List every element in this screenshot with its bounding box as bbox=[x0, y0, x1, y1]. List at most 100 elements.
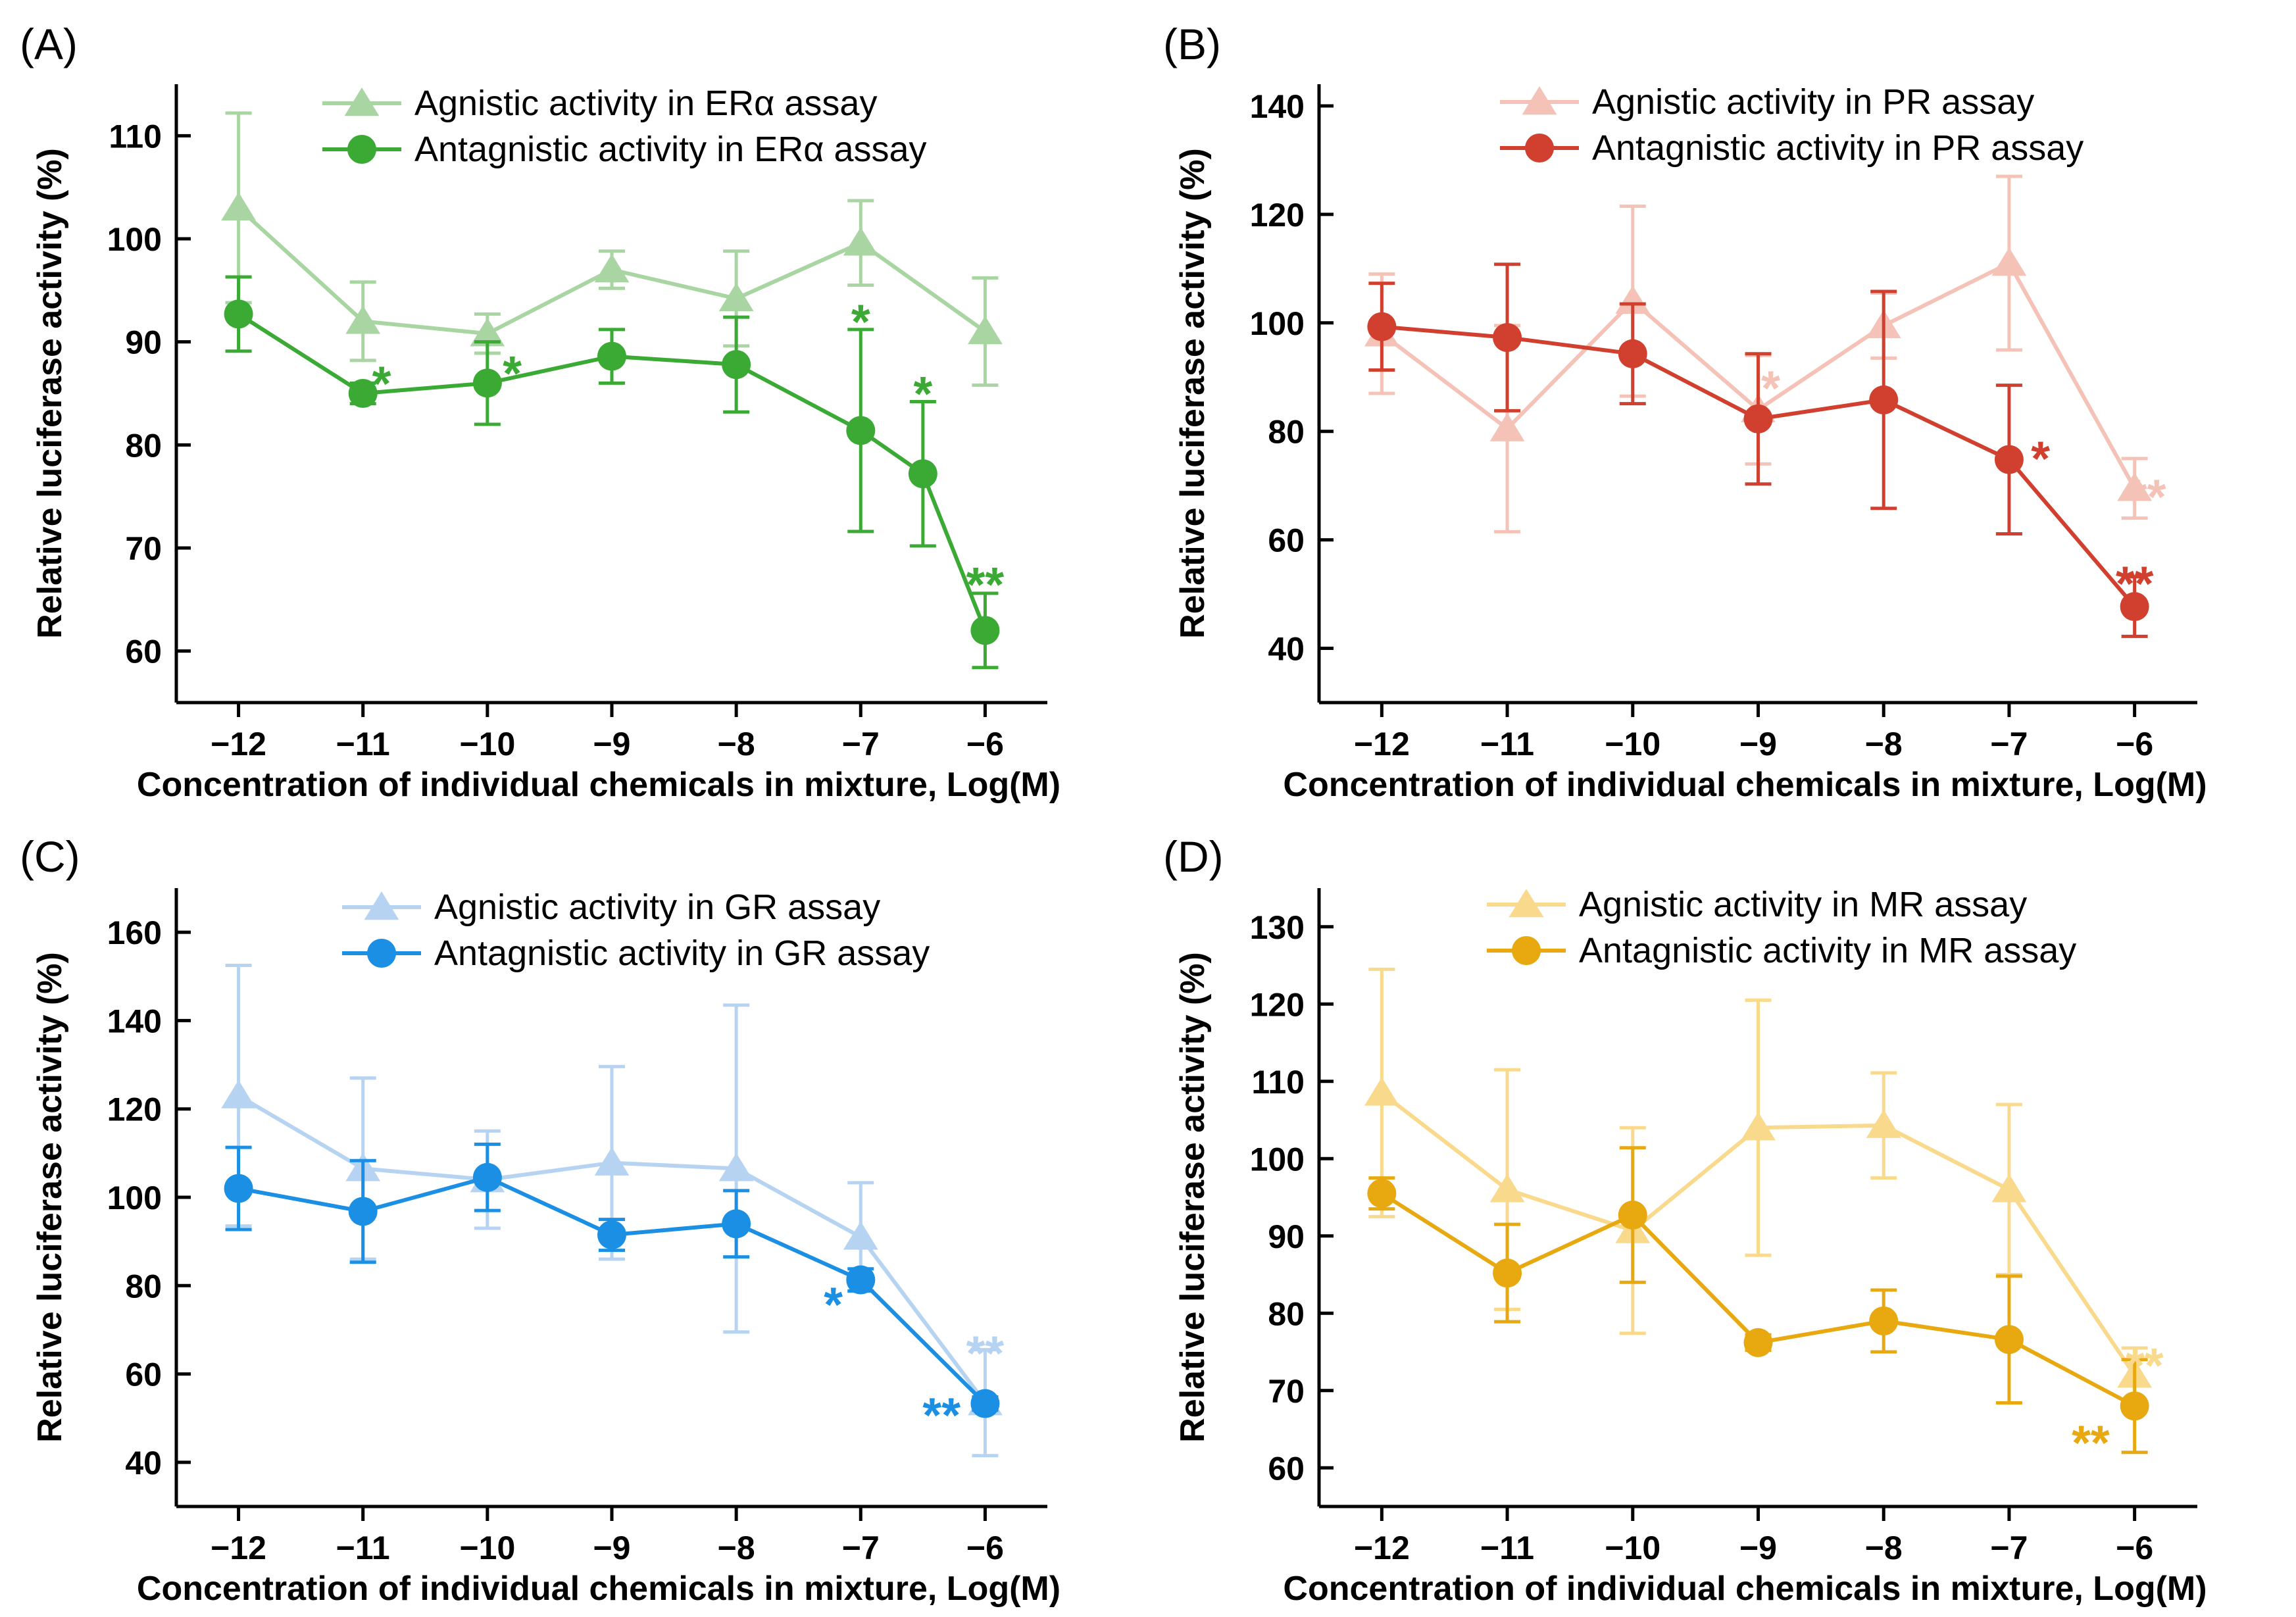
panel-b-antagonist-point bbox=[2120, 592, 2149, 622]
panel-a-significance-marker: * bbox=[913, 366, 932, 421]
panel-c-y-tick-label: 100 bbox=[107, 1180, 162, 1216]
panel-c-significance-marker: * bbox=[824, 1277, 843, 1331]
panel-a-x-tick-label: −9 bbox=[593, 726, 630, 762]
panel-c-y-tick-label: 120 bbox=[107, 1091, 162, 1128]
panel-d-agonist-point bbox=[1364, 1077, 1399, 1106]
panel-c-significance-marker: ** bbox=[966, 1326, 1005, 1380]
panel-a-x-tick-label: −7 bbox=[842, 726, 880, 762]
panel-c-y-tick-label: 40 bbox=[125, 1445, 162, 1481]
panel-a-y-axis-title: Relative luciferase activity (%) bbox=[31, 148, 69, 639]
panel-b-antagonist-point bbox=[1367, 312, 1397, 341]
panel-c-label: (C) bbox=[20, 832, 80, 881]
panel-a-legend-label-antagonist: Antagnistic activity in ERα assay bbox=[414, 130, 927, 169]
panel-c-x-tick-label: −7 bbox=[842, 1530, 880, 1566]
panel-a-agonist-point bbox=[968, 316, 1003, 345]
panel-d-y-tick-label: 130 bbox=[1250, 909, 1305, 946]
panel-c-legend-marker-agonist bbox=[364, 891, 399, 920]
panel-c-x-axis-title: Concentration of individual chemicals in… bbox=[137, 1570, 1061, 1608]
panel-d-x-tick-label: −10 bbox=[1605, 1530, 1660, 1566]
panel-a-antagonist-point bbox=[722, 350, 751, 380]
panel-a-x-tick-label: −10 bbox=[459, 726, 515, 762]
panel-d-y-tick-label: 120 bbox=[1250, 986, 1305, 1023]
panel-a-agonist-point bbox=[843, 227, 878, 256]
panel-d-agonist-point bbox=[1489, 1174, 1525, 1203]
panel-b-x-tick-label: −11 bbox=[1480, 726, 1534, 762]
panel-c-y-axis-title: Relative luciferase activity (%) bbox=[31, 952, 69, 1443]
panel-a-antagonist-point bbox=[970, 616, 1000, 645]
panel-d-significance-marker: ** bbox=[2126, 1338, 2164, 1393]
panel-c-antagonist-point bbox=[846, 1265, 876, 1295]
panel-a-y-tick-label: 60 bbox=[125, 634, 162, 670]
panel-d-antagonist-point bbox=[1493, 1258, 1522, 1288]
panel-c-agonist-point bbox=[843, 1221, 878, 1250]
panel-b-antagonist-point bbox=[1618, 339, 1647, 368]
panel-d-antagonist-point bbox=[2120, 1391, 2149, 1421]
panel-b-agonist-point bbox=[1615, 285, 1651, 314]
panel-c-x-tick-label: −9 bbox=[593, 1530, 630, 1566]
panel-c-significance-marker: ** bbox=[922, 1387, 961, 1442]
panel-c-y-tick-label: 160 bbox=[107, 914, 162, 951]
panel-b-x-tick-label: −7 bbox=[1990, 726, 2028, 762]
panel-b-y-axis-title: Relative luciferase activity (%) bbox=[1174, 148, 1212, 639]
panel-b-label: (B) bbox=[1163, 20, 1221, 68]
panel-d-y-tick-label: 90 bbox=[1268, 1218, 1305, 1255]
panel-b-agonist-point bbox=[1489, 412, 1525, 441]
panel-d-significance-marker: ** bbox=[2072, 1415, 2110, 1470]
panel-a-antagonist-point bbox=[472, 368, 502, 398]
panel-a-x-tick-label: −6 bbox=[966, 726, 1004, 762]
panel-a-agonist-point bbox=[345, 305, 381, 334]
panel-a-significance-marker: * bbox=[851, 295, 870, 349]
panel-c-legend-marker-antagonist bbox=[367, 939, 396, 968]
panel-d-antagonist-point bbox=[1618, 1201, 1647, 1230]
panel-a-antagonist-point bbox=[908, 459, 937, 489]
panel-d-agonist-point bbox=[1866, 1109, 1901, 1138]
panel-b-x-tick-label: −9 bbox=[1739, 726, 1777, 762]
panel-a-x-tick-label: −12 bbox=[211, 726, 266, 762]
panel-d-x-tick-label: −6 bbox=[2116, 1530, 2153, 1566]
panel-c-y-tick-label: 80 bbox=[125, 1268, 162, 1305]
panel-d-y-tick-label: 70 bbox=[1268, 1373, 1305, 1410]
panel-a-x-tick-label: −8 bbox=[718, 726, 755, 762]
panel-a-agonist-point bbox=[594, 254, 630, 283]
panel-c-x-tick-label: −10 bbox=[459, 1530, 515, 1566]
panel-a-y-tick-label: 100 bbox=[107, 221, 162, 258]
panel-b-x-tick-label: −8 bbox=[1865, 726, 1903, 762]
panel-b-legend-marker-antagonist bbox=[1525, 134, 1554, 162]
panel-b-y-tick-label: 80 bbox=[1268, 414, 1305, 451]
panel-c-x-tick-label: −8 bbox=[718, 1530, 755, 1566]
panel-b-significance-marker: ** bbox=[2128, 469, 2166, 524]
panel-a-significance-marker: * bbox=[372, 357, 391, 411]
panel-d-x-tick-label: −12 bbox=[1354, 1530, 1410, 1566]
panel-d-x-tick-label: −9 bbox=[1739, 1530, 1777, 1566]
panel-a-legend-marker-antagonist bbox=[347, 135, 376, 164]
panel-d-x-tick-label: −11 bbox=[1480, 1530, 1534, 1566]
panel-a-antagonist-point bbox=[348, 379, 378, 408]
panel-d-legend-marker-antagonist bbox=[1512, 936, 1541, 965]
panel-c-antagonist-point bbox=[224, 1174, 253, 1203]
panel-d-x-axis-title: Concentration of individual chemicals in… bbox=[1283, 1570, 2207, 1608]
panel-d-label: (D) bbox=[1163, 832, 1224, 881]
panel-c-legend-label-agonist: Agnistic activity in GR assay bbox=[434, 887, 880, 927]
panel-d-x-tick-label: −8 bbox=[1865, 1530, 1903, 1566]
panel-b-x-tick-label: −12 bbox=[1354, 726, 1410, 762]
panel-b-legend-label-agonist: Agnistic activity in PR assay bbox=[1592, 82, 2034, 122]
panel-b-y-tick-label: 60 bbox=[1268, 522, 1305, 559]
panel-c: (C) Relative luciferase activity (%) Con… bbox=[20, 832, 1061, 1608]
panel-a-label: (A) bbox=[20, 20, 78, 68]
panel-c-agonist-point bbox=[221, 1080, 256, 1108]
panel-a-y-tick-label: 70 bbox=[125, 530, 162, 567]
panel-d-antagonist-point bbox=[1367, 1179, 1397, 1208]
panel-b-agonist-point bbox=[2117, 472, 2153, 501]
panel-b-legend-marker-agonist bbox=[1522, 86, 1557, 115]
panel-a-legend-label-agonist: Agnistic activity in ERα assay bbox=[414, 84, 877, 123]
panel-b-significance-marker: ** bbox=[2116, 556, 2154, 610]
panel-a-significance-marker: * bbox=[503, 346, 522, 401]
panel-b-y-tick-label: 40 bbox=[1268, 631, 1305, 668]
panel-b-y-tick-label: 100 bbox=[1250, 305, 1305, 342]
panel-a: (A) Relative luciferase activity (%) Con… bbox=[20, 20, 1061, 804]
panel-a-x-axis-title: Concentration of individual chemicals in… bbox=[137, 766, 1061, 804]
panel-d-y-axis-title: Relative luciferase activity (%) bbox=[1174, 952, 1212, 1443]
panel-d: (D) Relative luciferase activity (%) Con… bbox=[1163, 832, 2207, 1608]
panel-b: (B) Relative luciferase activity (%) Con… bbox=[1163, 20, 2207, 804]
panel-a-agonist-point bbox=[221, 192, 256, 221]
